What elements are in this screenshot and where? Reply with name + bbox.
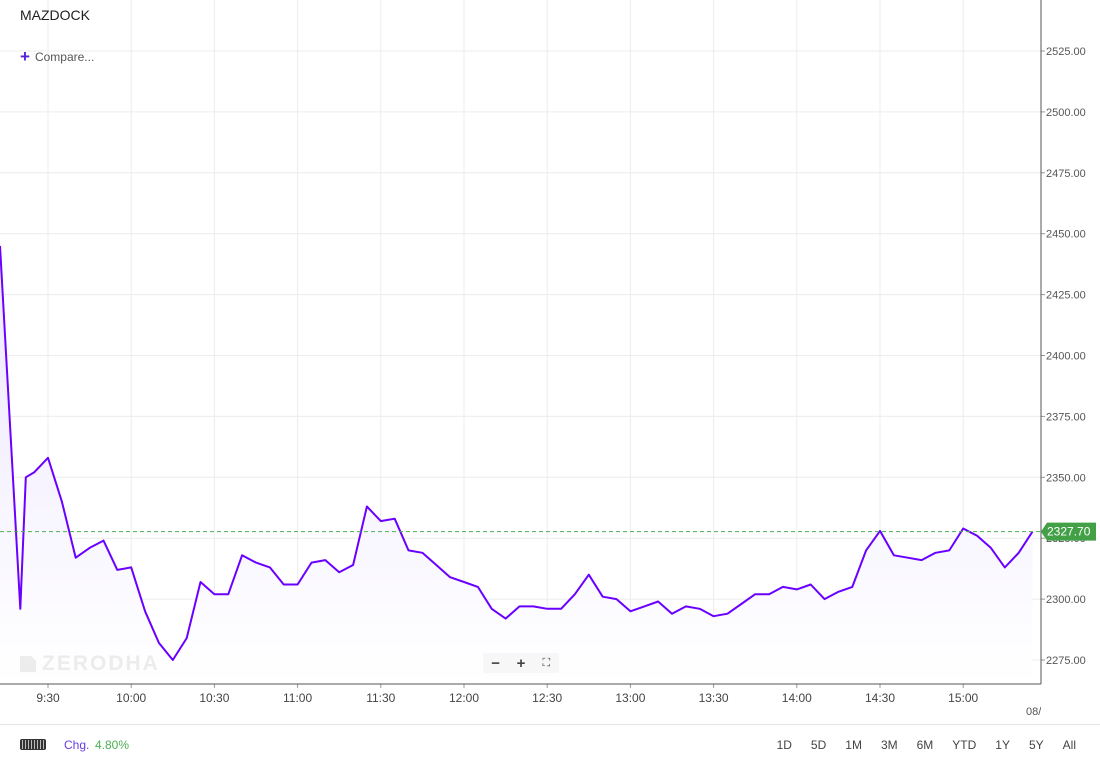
x-tick-label: 13:00 — [615, 691, 645, 705]
zerodha-logo-icon — [20, 656, 36, 672]
price-chart[interactable]: 2275.002300.002325.002350.002375.002400.… — [0, 0, 1100, 724]
y-tick-label: 2450.00 — [1046, 229, 1086, 241]
y-tick-label: 2425.00 — [1046, 290, 1086, 302]
zerodha-watermark: ZERODHA — [20, 652, 160, 676]
watermark-text: ZERODHA — [42, 652, 160, 675]
range-button-5d[interactable]: 5D — [810, 738, 827, 752]
range-button-1m[interactable]: 1M — [845, 738, 862, 752]
x-tick-label: 10:30 — [199, 691, 229, 705]
chart-axes: 2275.002300.002325.002350.002375.002400.… — [0, 0, 1086, 705]
y-tick-label: 2400.00 — [1046, 351, 1086, 363]
zoom-controls: − + ⛶ — [483, 653, 559, 673]
y-tick-label: 2375.00 — [1046, 411, 1086, 423]
plus-icon: + — [20, 47, 30, 66]
range-button-all[interactable]: All — [1062, 738, 1076, 752]
zoom-fit-button[interactable]: ⛶ — [542, 656, 551, 669]
range-button-6m[interactable]: 6M — [916, 738, 934, 752]
y-tick-label: 2350.00 — [1046, 472, 1086, 484]
y-tick-label: 2475.00 — [1046, 168, 1086, 180]
last-price-badge: 2327.70 — [1041, 522, 1096, 541]
x-tick-label: 14:00 — [782, 691, 812, 705]
compare-button[interactable]: + Compare... — [20, 47, 95, 66]
x-tick-label: 14:30 — [865, 691, 895, 705]
x-tick-label: 13:30 — [699, 691, 729, 705]
last-price-label: 2327.70 — [1047, 525, 1091, 539]
chart-footer: Chg. 4.80% 1D 5D 1M 3M 6M YTD 1Y 5Y All — [0, 724, 1100, 764]
x-tick-label: 11:30 — [366, 691, 395, 705]
y-tick-label: 2500.00 — [1046, 107, 1086, 119]
range-button-ytd[interactable]: YTD — [952, 738, 977, 752]
keyboard-icon[interactable] — [20, 739, 46, 750]
change-label: Chg. — [64, 738, 90, 752]
x-tick-label: 12:30 — [532, 691, 562, 705]
change-value: 4.80% — [95, 738, 130, 752]
x-tick-label: 15:00 — [948, 691, 978, 705]
zoom-out-button[interactable]: − — [491, 654, 501, 672]
range-button-1d[interactable]: 1D — [776, 738, 792, 752]
price-area-fill — [0, 245, 1033, 684]
x-tick-label: 9:30 — [36, 691, 60, 705]
x-tick-label: 11:00 — [283, 691, 312, 705]
last-price-badge-shape — [1041, 522, 1096, 541]
symbol-title: MAZDOCK — [20, 7, 90, 23]
range-button-5y[interactable]: 5Y — [1028, 738, 1044, 752]
x-tick-label: 10:00 — [116, 691, 146, 705]
y-tick-label: 2300.00 — [1046, 594, 1086, 606]
y-tick-label: 2525.00 — [1046, 46, 1086, 58]
y-tick-label: 2275.00 — [1046, 655, 1086, 667]
range-selector: 1D 5D 1M 3M 6M YTD 1Y 5Y All — [758, 738, 1076, 752]
zoom-in-button[interactable]: + — [516, 654, 526, 672]
range-button-1y[interactable]: 1Y — [995, 738, 1010, 752]
price-line[interactable] — [0, 245, 1034, 661]
x-tick-label: 12:00 — [449, 691, 479, 705]
range-button-3m[interactable]: 3M — [880, 738, 898, 752]
date-label: 08/ — [1026, 706, 1041, 718]
compare-label: Compare... — [34, 50, 95, 64]
